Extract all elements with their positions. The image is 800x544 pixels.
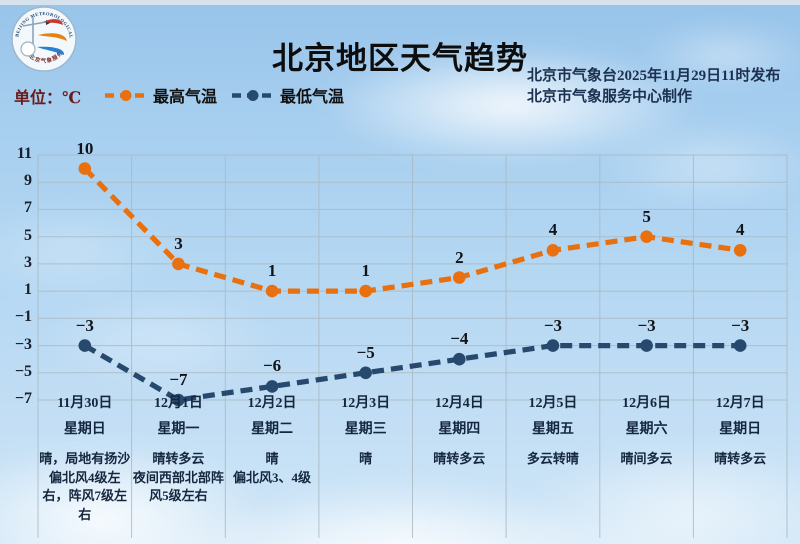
forecast-weather-text: 晴间多云 bbox=[620, 451, 673, 466]
min-temp-point bbox=[453, 352, 466, 366]
min-temp-legend-label: 最低气温 bbox=[280, 89, 345, 106]
max-temp-value-label: 3 bbox=[174, 233, 183, 253]
max-temp-value-label: 4 bbox=[548, 220, 558, 240]
forecast-weather-text: 晴转多云 bbox=[714, 451, 767, 466]
y-axis-tick-label: −5 bbox=[14, 362, 32, 380]
min-temp-legend-marker bbox=[232, 89, 275, 101]
max-temp-point bbox=[733, 244, 747, 257]
forecast-weekday: 星期六 bbox=[625, 422, 668, 437]
legend-item-max: 最高气温 bbox=[104, 83, 217, 107]
cloud-shape bbox=[600, 120, 800, 210]
max-temp-legend-label: 最高气温 bbox=[153, 89, 218, 106]
issue-info-line1: 北京市气象台2025年11月29日11时发布 bbox=[527, 68, 781, 84]
forecast-column: 12月1日星期一晴转多云 夜间西部北部阵风5级左右 bbox=[132, 397, 226, 506]
forecast-date: 12月1日 bbox=[153, 396, 203, 411]
min-temp-point bbox=[733, 339, 747, 352]
min-temp-value-label: −3 bbox=[731, 315, 750, 335]
legend-item-min: 最低气温 bbox=[231, 83, 344, 107]
beijing-meteorological-service-logo: BEIJING METEOROLOGICAL SERVICE 北京气象服务 bbox=[10, 5, 77, 72]
forecast-weather-text: 晴转多云 夜间西部北部阵风5级左右 bbox=[132, 451, 224, 503]
max-temp-point bbox=[78, 162, 92, 175]
y-axis-tick-label: −3 bbox=[14, 335, 32, 353]
min-temp-point bbox=[78, 339, 92, 352]
forecast-date: 11月30日 bbox=[57, 396, 113, 411]
top-edge-strip bbox=[0, 0, 800, 5]
forecast-column: 12月4日星期四晴转多云 bbox=[413, 397, 507, 469]
forecast-date: 12月5日 bbox=[528, 396, 578, 411]
forecast-weather-text: 晴转多云 bbox=[433, 451, 486, 466]
max-temp-point bbox=[453, 271, 466, 284]
forecast-weekday: 星期日 bbox=[63, 422, 106, 437]
forecast-column: 11月30日 星期日晴，局地有扬沙 偏北风4级左右，阵风7级左右 bbox=[38, 397, 132, 524]
y-axis-tick-label: −7 bbox=[14, 390, 32, 407]
y-axis-tick-label: 3 bbox=[24, 253, 32, 271]
issue-info-line2: 北京市气象服务中心制作 bbox=[527, 89, 693, 105]
unit-label: 单位：℃ bbox=[14, 90, 82, 107]
chart-legend: 最高气温 最低气温 bbox=[104, 83, 344, 107]
forecast-weather-text: 多云转晴 bbox=[526, 451, 579, 466]
forecast-weekday: 星期一 bbox=[157, 422, 200, 437]
min-temp-point bbox=[640, 339, 653, 352]
forecast-weekday: 星期五 bbox=[531, 422, 574, 437]
forecast-date: 12月4日 bbox=[434, 396, 484, 411]
min-temp-value-label: −6 bbox=[262, 356, 282, 376]
forecast-date: 12月6日 bbox=[622, 396, 672, 411]
issue-info: 北京市气象台2025年11月29日11时发布 北京市气象服务中心制作 bbox=[527, 66, 780, 108]
forecast-weekday: 星期三 bbox=[344, 422, 387, 437]
page-title: 北京地区天气趋势 bbox=[272, 40, 528, 76]
max-temp-value-label: 1 bbox=[361, 261, 370, 281]
min-temp-point bbox=[265, 380, 279, 393]
max-temp-point bbox=[359, 284, 373, 298]
y-axis-tick-label: 1 bbox=[24, 281, 32, 299]
min-temp-value-label: −3 bbox=[543, 315, 563, 335]
min-temp-value-label: −4 bbox=[450, 329, 469, 349]
max-temp-point bbox=[172, 257, 185, 271]
y-axis-tick-label: −1 bbox=[14, 308, 32, 326]
min-temp-point bbox=[546, 339, 560, 352]
forecast-column: 12月6日星期六晴间多云 bbox=[600, 397, 694, 469]
forecast-column: 12月2日星期二晴 偏北风3、4级 bbox=[225, 397, 319, 487]
max-temp-legend-marker bbox=[105, 89, 147, 101]
max-temp-line bbox=[82, 166, 741, 294]
max-temp-value-label: 5 bbox=[642, 206, 651, 226]
min-temp-value-label: −7 bbox=[169, 370, 188, 389]
max-temp-point bbox=[265, 284, 279, 298]
y-axis-tick-label: 7 bbox=[24, 199, 32, 217]
max-temp-value-label: 4 bbox=[735, 220, 745, 240]
max-temp-value-label: 1 bbox=[267, 261, 277, 281]
y-axis-tick-label: 11 bbox=[16, 145, 32, 162]
forecast-weekday: 星期四 bbox=[438, 422, 481, 437]
forecast-column: 12月5日星期五多云转晴 bbox=[506, 397, 600, 469]
forecast-weather-text: 晴，局地有扬沙 偏北风4级左右，阵风7级左右 bbox=[39, 451, 131, 522]
forecast-column: 12月3日星期三晴 bbox=[319, 397, 413, 469]
forecast-weather-text: 晴 偏北风3、4级 bbox=[233, 451, 312, 485]
min-temp-value-label: −3 bbox=[75, 315, 94, 335]
min-temp-value-label: −3 bbox=[637, 315, 656, 335]
min-temp-value-label: −5 bbox=[356, 342, 375, 362]
forecast-weekday: 星期二 bbox=[251, 422, 294, 437]
max-temp-point bbox=[546, 244, 560, 257]
forecast-column: 12月7日星期日晴转多云 bbox=[693, 397, 787, 469]
forecast-date: 12月7日 bbox=[715, 396, 765, 411]
y-axis-tick-label: 9 bbox=[24, 172, 32, 190]
forecast-date: 12月3日 bbox=[341, 396, 391, 411]
cloud-shape bbox=[40, 290, 280, 390]
forecast-weekday: 星期日 bbox=[719, 422, 762, 437]
forecast-weather-text: 晴 bbox=[359, 451, 373, 466]
max-temp-point bbox=[640, 230, 653, 243]
min-temp-point bbox=[359, 366, 373, 380]
max-temp-value-label: 2 bbox=[455, 247, 464, 267]
y-axis-tick-label: 5 bbox=[24, 226, 32, 244]
forecast-date: 12月2日 bbox=[247, 396, 297, 411]
max-temp-value-label: 10 bbox=[76, 138, 94, 158]
